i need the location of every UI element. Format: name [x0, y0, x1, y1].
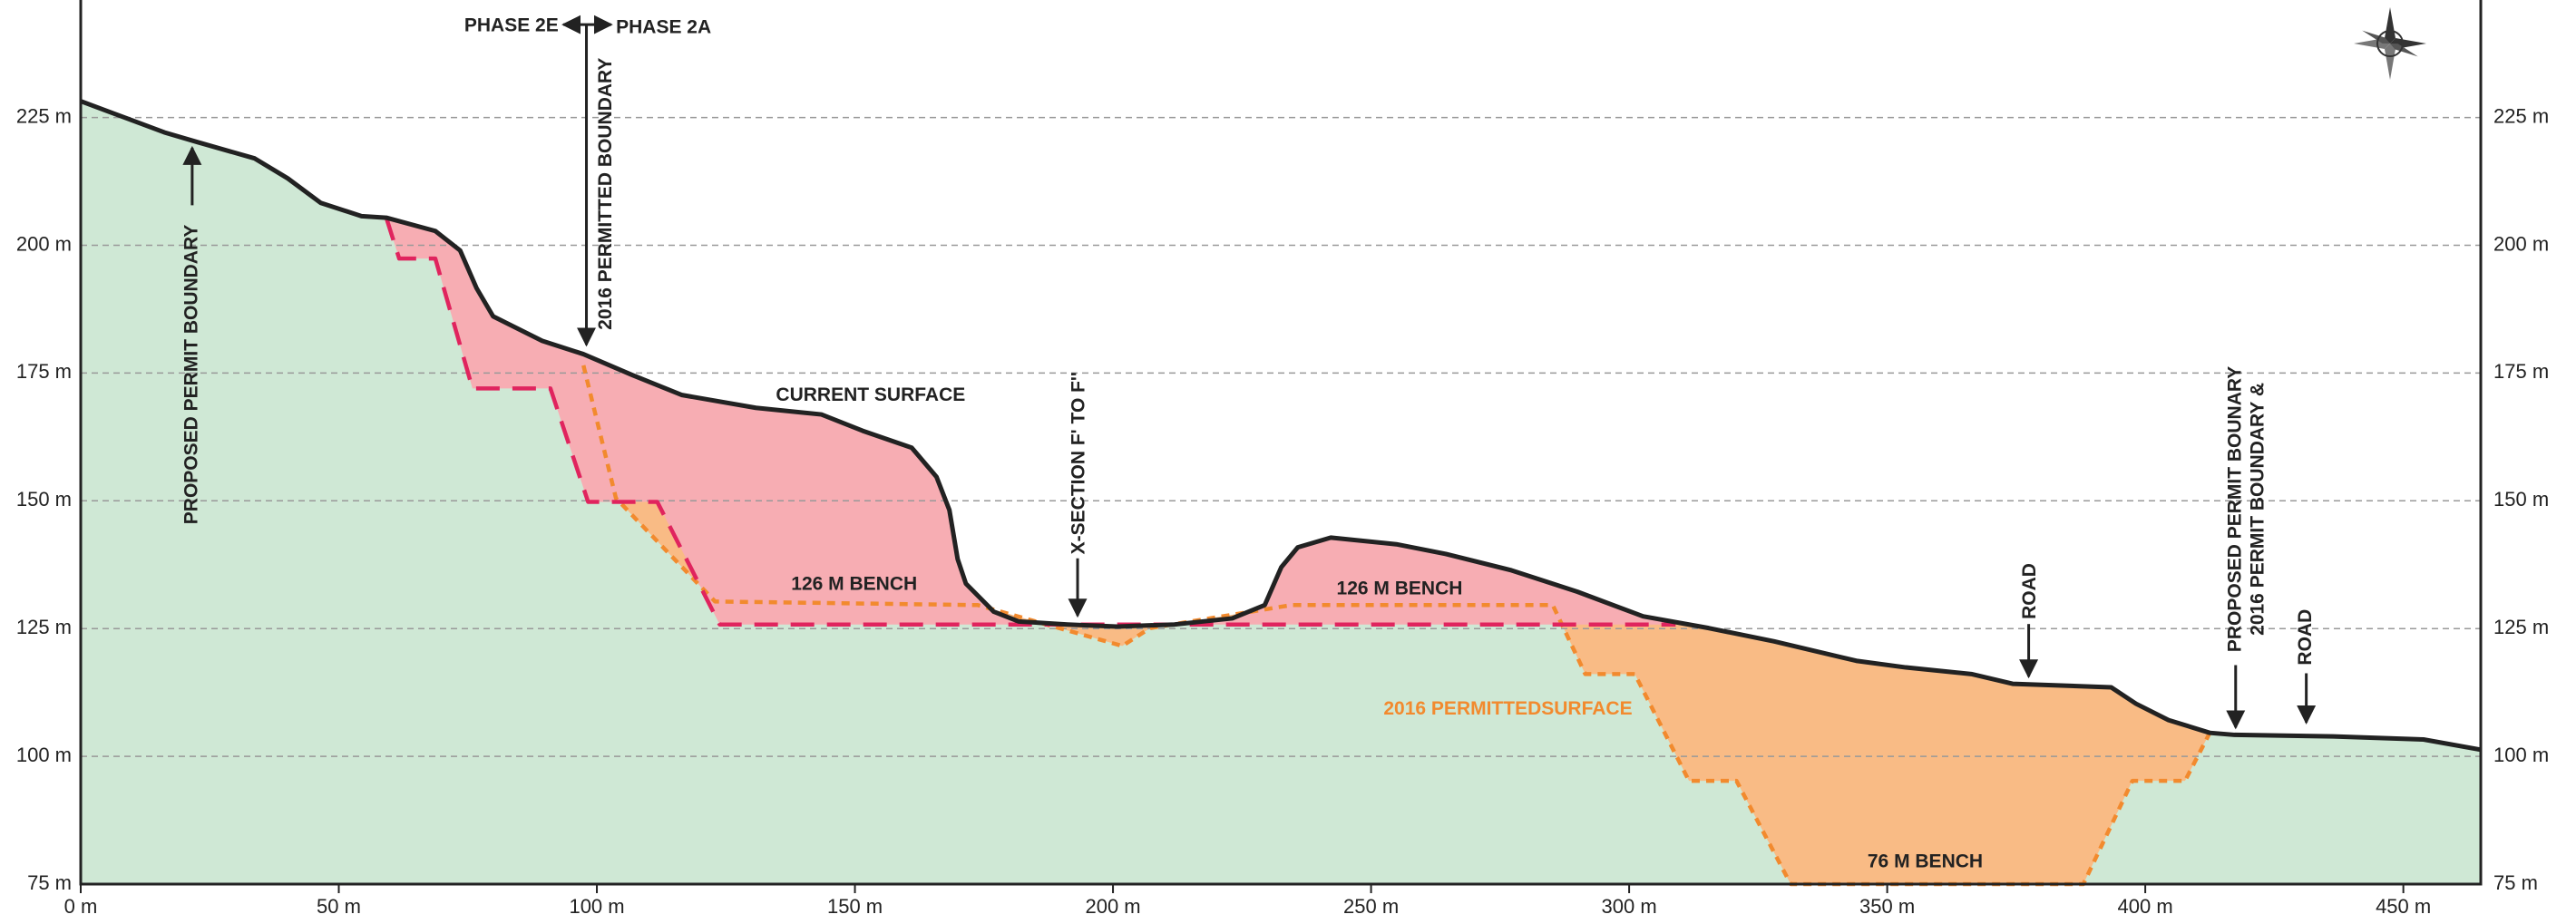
- annotation: PROPOSED PERMIT BOUNARY: [2224, 366, 2245, 652]
- y-tick-label: 100 m: [16, 744, 72, 766]
- x-tick-label: 100 m: [569, 895, 624, 918]
- y-tick-label-right: 225 m: [2493, 104, 2549, 127]
- y-tick-label-right: 200 m: [2493, 232, 2549, 255]
- y-tick-label: 150 m: [16, 488, 72, 511]
- y-tick-label: 225 m: [16, 104, 72, 127]
- annotation: 126 M BENCH: [791, 573, 917, 594]
- annotation: PROPOSED PERMIT BOUNDARY: [181, 225, 201, 525]
- y-tick-label: 125 m: [16, 616, 72, 638]
- annotation: 2016 PERMIT BOUNDARY &: [2248, 383, 2269, 636]
- annotation: CURRENT SURFACE: [776, 384, 965, 405]
- y-tick-label: 75 m: [27, 871, 72, 894]
- frame: [79, 0, 2483, 886]
- proposed-surface: [384, 217, 1676, 627]
- annotation: 2016 PERMITTED BOUNDARY: [595, 58, 616, 330]
- y-tick-label-right: 125 m: [2493, 616, 2549, 638]
- y-tick-label-right: 175 m: [2493, 360, 2549, 383]
- x-tick-label: 50 m: [317, 895, 361, 918]
- annotation: PHASE 2A: [616, 16, 711, 37]
- annotation: 76 M BENCH: [1868, 851, 1983, 871]
- annotation: ROAD: [2019, 563, 2040, 619]
- proposed-excavation-area: [385, 218, 1676, 627]
- y-tick-label-right: 100 m: [2493, 744, 2549, 766]
- x-tick-label: 150 m: [827, 895, 883, 918]
- y-tick-label: 200 m: [16, 232, 72, 255]
- x-tick-label: 0 m: [64, 895, 98, 918]
- current-surface: [80, 99, 2482, 753]
- x-tick-label: 300 m: [1602, 895, 1657, 918]
- x-tick-label: 450 m: [2376, 895, 2431, 918]
- x-tick-label: 200 m: [1085, 895, 1140, 918]
- permitted-surface: [581, 365, 2212, 887]
- permitted-excavation-area: [583, 354, 2210, 884]
- annotation: X-SECTION F' TO F'': [1068, 372, 1088, 554]
- x-tick-label: 350 m: [1859, 895, 1915, 918]
- annotation: 126 M BENCH: [1337, 579, 1463, 599]
- y-tick-label-right: 150 m: [2493, 488, 2549, 511]
- annotation: 2016 PERMITTEDSURFACE: [1383, 698, 1632, 719]
- y-tick-label: 175 m: [16, 360, 72, 383]
- x-tick-label: 250 m: [1343, 895, 1399, 918]
- y-tick-label-right: 75 m: [2493, 871, 2538, 894]
- annotation: ROAD: [2295, 609, 2316, 666]
- compass: [2354, 7, 2426, 80]
- x-tick-label: 400 m: [2118, 895, 2173, 918]
- annotation: PHASE 2E: [464, 15, 559, 36]
